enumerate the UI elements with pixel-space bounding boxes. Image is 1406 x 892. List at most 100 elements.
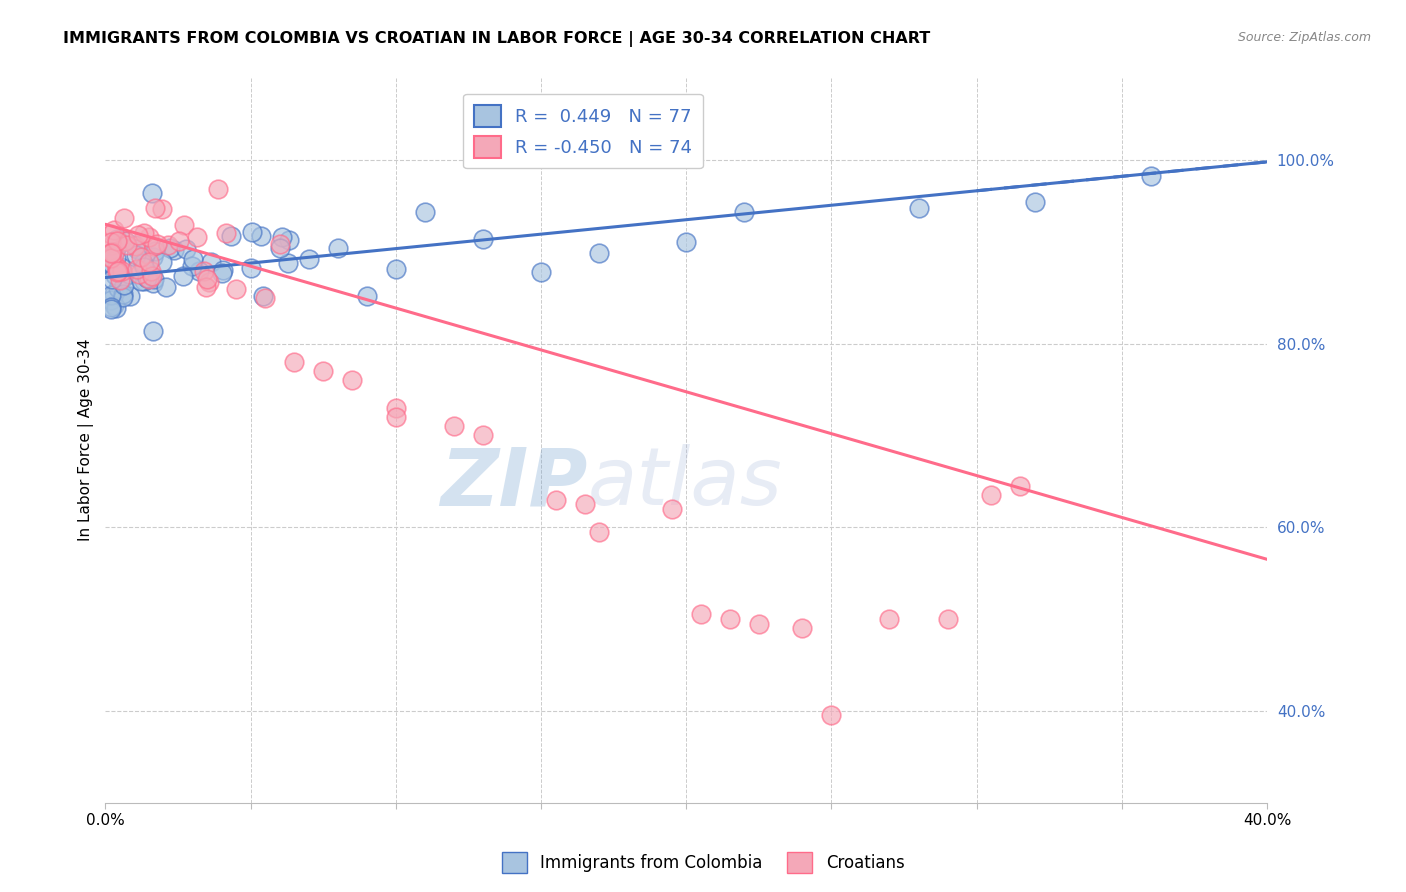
Point: [132, 256, 155, 270]
Point: [100, 235, 122, 250]
Point: [155, 280, 177, 294]
Point: [141, 269, 163, 284]
Point: [112, 270, 135, 285]
Point: [105, 261, 128, 276]
Point: [141, 186, 163, 200]
Point: [104, 268, 127, 283]
Point: [675, 235, 697, 250]
Point: [118, 288, 141, 302]
Point: [198, 275, 221, 289]
Point: [103, 298, 125, 312]
Point: [172, 268, 194, 283]
Point: [100, 300, 122, 314]
Point: [156, 238, 179, 252]
Point: [100, 301, 122, 316]
Point: [105, 265, 128, 279]
Point: [792, 621, 814, 635]
Point: [143, 272, 166, 286]
Point: [936, 612, 959, 626]
Point: [588, 245, 610, 260]
Point: [138, 229, 160, 244]
Point: [326, 241, 349, 255]
Point: [269, 241, 291, 255]
Point: [100, 251, 122, 265]
Point: [100, 288, 122, 302]
Point: [200, 254, 222, 268]
Point: [114, 235, 136, 249]
Point: [252, 289, 274, 303]
Point: [159, 241, 181, 255]
Text: ZIP: ZIP: [440, 444, 588, 523]
Point: [104, 242, 127, 256]
Legend: Immigrants from Colombia, Croatians: Immigrants from Colombia, Croatians: [495, 846, 911, 880]
Point: [169, 234, 191, 248]
Point: [269, 236, 291, 251]
Point: [135, 271, 157, 285]
Legend: R =  0.449   N = 77, R = -0.450   N = 74: R = 0.449 N = 77, R = -0.450 N = 74: [463, 94, 703, 169]
Point: [385, 261, 408, 276]
Point: [277, 256, 299, 270]
Text: IMMIGRANTS FROM COLOMBIA VS CROATIAN IN LABOR FORCE | AGE 30-34 CORRELATION CHAR: IMMIGRANTS FROM COLOMBIA VS CROATIAN IN …: [63, 31, 931, 47]
Point: [103, 223, 125, 237]
Point: [134, 273, 156, 287]
Point: [112, 278, 135, 293]
Point: [385, 401, 408, 415]
Point: [689, 607, 711, 622]
Point: [239, 260, 262, 275]
Point: [283, 355, 305, 369]
Point: [107, 234, 129, 248]
Point: [145, 237, 167, 252]
Point: [150, 255, 173, 269]
Point: [100, 256, 122, 270]
Point: [471, 232, 494, 246]
Point: [150, 202, 173, 216]
Point: [195, 272, 218, 286]
Point: [127, 243, 149, 257]
Point: [270, 230, 292, 244]
Point: [225, 281, 247, 295]
Point: [748, 616, 770, 631]
Point: [107, 264, 129, 278]
Point: [105, 232, 128, 246]
Point: [277, 233, 299, 247]
Point: [103, 287, 125, 301]
Point: [142, 324, 165, 338]
Point: [134, 226, 156, 240]
Point: [107, 281, 129, 295]
Text: atlas: atlas: [588, 444, 782, 523]
Point: [298, 252, 321, 267]
Point: [907, 201, 929, 215]
Point: [211, 266, 233, 280]
Point: [142, 276, 165, 290]
Point: [733, 204, 755, 219]
Point: [588, 524, 610, 539]
Point: [173, 219, 195, 233]
Point: [103, 246, 125, 260]
Point: [356, 289, 378, 303]
Point: [194, 279, 217, 293]
Point: [128, 267, 150, 281]
Point: [125, 262, 148, 277]
Point: [108, 273, 131, 287]
Point: [132, 260, 155, 274]
Point: [212, 263, 235, 277]
Point: [214, 226, 236, 240]
Point: [980, 488, 1002, 502]
Point: [103, 260, 125, 275]
Point: [100, 246, 122, 260]
Point: [180, 259, 202, 273]
Point: [105, 252, 128, 266]
Point: [181, 252, 204, 266]
Point: [100, 251, 122, 265]
Point: [207, 182, 229, 196]
Point: [112, 211, 135, 226]
Point: [1024, 194, 1046, 209]
Point: [1010, 479, 1032, 493]
Point: [143, 244, 166, 258]
Point: [101, 238, 124, 252]
Point: [112, 290, 135, 304]
Point: [163, 244, 186, 258]
Point: [574, 497, 596, 511]
Point: [142, 250, 165, 264]
Point: [101, 272, 124, 286]
